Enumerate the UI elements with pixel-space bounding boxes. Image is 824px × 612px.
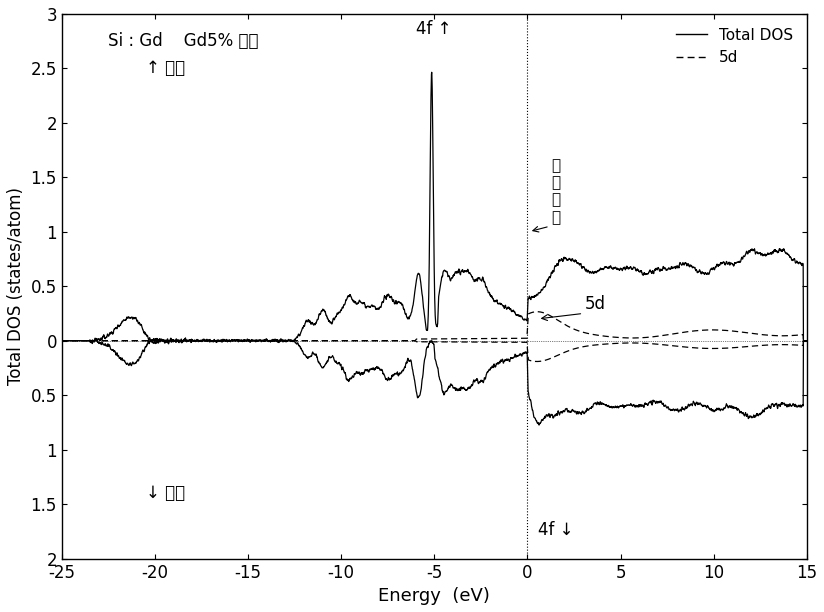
Text: 5d: 5d xyxy=(585,294,606,313)
Text: 4f ↓: 4f ↓ xyxy=(537,521,573,539)
Legend: Total DOS, 5d: Total DOS, 5d xyxy=(670,21,798,72)
Y-axis label: Total DOS (states/atom): Total DOS (states/atom) xyxy=(7,187,25,386)
Text: 4f ↑: 4f ↑ xyxy=(415,20,451,38)
X-axis label: Energy  (eV): Energy (eV) xyxy=(378,587,490,605)
Text: 费
米
能
级: 费 米 能 级 xyxy=(550,158,559,225)
Text: Si : Gd    Gd5% 掺杂: Si : Gd Gd5% 掺杂 xyxy=(108,32,259,50)
Text: ↓ 自旋: ↓ 自旋 xyxy=(146,484,185,502)
Text: ↑ 自旋: ↑ 自旋 xyxy=(146,59,185,77)
